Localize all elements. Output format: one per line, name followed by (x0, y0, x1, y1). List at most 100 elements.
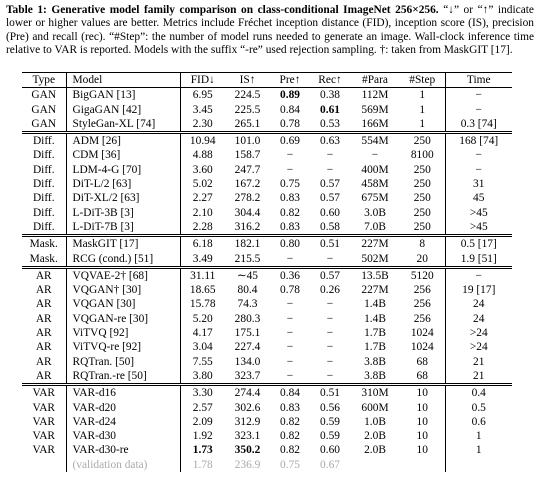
cell: ADM [26] (66, 131, 181, 149)
cell: 3.8B (364, 355, 386, 368)
cell: StyleGan-XL [74] (66, 116, 181, 133)
cell: 19 [17] (462, 284, 496, 297)
cell: 0.5 (471, 401, 486, 414)
cell: 3.04 (192, 341, 213, 354)
cell: − (326, 252, 334, 265)
cell: 7.55 (192, 355, 213, 368)
cell: 0.53 (320, 117, 340, 130)
cell: 0.36 (270, 265, 310, 284)
cell: Diff. (22, 177, 67, 192)
column-header: Pre↑ (270, 71, 310, 89)
cell: VAR-d24 (66, 414, 181, 430)
cell: 1.78 (192, 458, 213, 471)
cell: 167.2 (234, 178, 261, 191)
cell: 10 (400, 400, 446, 415)
cell: 250 (400, 131, 446, 149)
cell: 4.88 (192, 149, 213, 162)
cell: 10 (400, 443, 446, 458)
cell: AR (22, 354, 67, 369)
cell: 10 (400, 414, 446, 430)
cell: 8 (400, 234, 446, 252)
column-header: Time (445, 71, 512, 89)
cell: 302.6 (234, 401, 261, 414)
cell: Diff. (22, 191, 67, 206)
column-header: #Step (400, 71, 446, 89)
cell: − (286, 355, 294, 368)
cell: 0.75 (280, 178, 300, 191)
table-row: AR VQGAN [30] 15.78 74.3 − − 1.4B 256 24 (22, 297, 512, 312)
cell: − (445, 265, 512, 284)
cell: 310M (350, 383, 400, 401)
cell: 182.1 (225, 234, 270, 252)
cell: GAN (22, 87, 67, 103)
cell: 2.28 (192, 220, 213, 233)
cell: − (286, 341, 294, 354)
cell: CDM [36] (66, 148, 181, 163)
cell: 1.9 [51] (460, 252, 497, 265)
cell: 5120 (400, 265, 446, 284)
cell: 10 (400, 383, 446, 401)
cell: VAR (22, 443, 67, 458)
cell: VAR (22, 429, 67, 444)
cell: 250 (400, 162, 446, 178)
cell: 304.4 (234, 206, 261, 219)
cell: 0.51 (310, 234, 350, 252)
table-row: GAN BigGAN [13] 6.95 224.5 0.89 0.38 112M 1− (22, 87, 512, 103)
cell: 0.51 (310, 383, 350, 401)
cell: DiT-XL/2 [63] (66, 191, 181, 206)
cell: 0.83 (280, 192, 300, 205)
table-row: GAN StyleGan-XL [74] 2.30 265.1 0.78 0.53 166M… (22, 116, 512, 133)
cell: 250 (400, 191, 446, 206)
cell: 2.57 (192, 401, 213, 414)
cell: 6.95 (180, 87, 225, 103)
table-row: (validation data) 1.78 236.9 0.75 0.67 (22, 457, 512, 473)
cell: 0.3 [74] (460, 117, 497, 130)
cell: 0.89 (270, 87, 310, 103)
column-header: Rec↑ (310, 71, 350, 89)
cell: − (326, 163, 334, 176)
table-row: AR VQGAN† [30] 18.65 80.4 0.78 0.26 227M 256 19 … (22, 283, 512, 298)
cell: GigaGAN [42] (66, 102, 181, 117)
cell: 215.5 (234, 252, 261, 265)
cell: 1 (475, 430, 482, 443)
cell: 0.26 (320, 284, 340, 297)
table-row: Diff. DiT-L/2 [63] 5.02 167.2 0.75 0.57 458M 25… (22, 177, 512, 192)
cell: − (326, 149, 334, 162)
cell: 280.3 (234, 312, 261, 325)
cell: 1 (400, 102, 446, 117)
cell: 2.27 (192, 192, 213, 205)
cell: 250 (400, 177, 446, 192)
cell: MaskGIT [17] (66, 234, 181, 252)
cell: 31 (473, 178, 485, 191)
cell: 227M (361, 284, 389, 297)
cell: Diff. (22, 148, 67, 163)
cell: 10 (400, 429, 446, 444)
cell: 168 [74] (445, 131, 512, 149)
table-row: AR ViTVQ-re [92] 3.04 227.4 − − 1.7B 1024 >24 (22, 340, 512, 355)
cell: AR (22, 311, 67, 327)
cell: 0.69 (270, 131, 310, 149)
cell: 3.45 (192, 103, 213, 116)
cell: 0.57 (320, 192, 340, 205)
cell: 0.6 (471, 415, 486, 428)
cell: 502M (361, 252, 389, 265)
cell: 250 (400, 205, 446, 220)
cell (22, 457, 67, 473)
cell: 24 (473, 298, 485, 311)
cell: 0.60 (320, 444, 340, 457)
cell: 21 (473, 355, 485, 368)
cell: ViTVQ [92] (66, 326, 181, 341)
cell: GAN (22, 102, 67, 117)
table-row: AR VQVAE-2† [68] 31.11 ∼45 0.36 0.57 13.5B 5120… (22, 265, 512, 284)
cell: 0.57 (310, 265, 350, 284)
cell: 316.2 (234, 220, 261, 233)
cell: AR (22, 368, 67, 385)
cell: 1.7B (364, 327, 386, 340)
cell: VQGAN-re [30] (66, 311, 181, 327)
cell: DiT-L/2 [63] (66, 177, 181, 192)
cell: − (326, 355, 334, 368)
cell: VAR-d16 (66, 383, 181, 401)
cell: 175.1 (234, 327, 261, 340)
cell: 274.4 (225, 383, 270, 401)
cell (400, 457, 446, 473)
